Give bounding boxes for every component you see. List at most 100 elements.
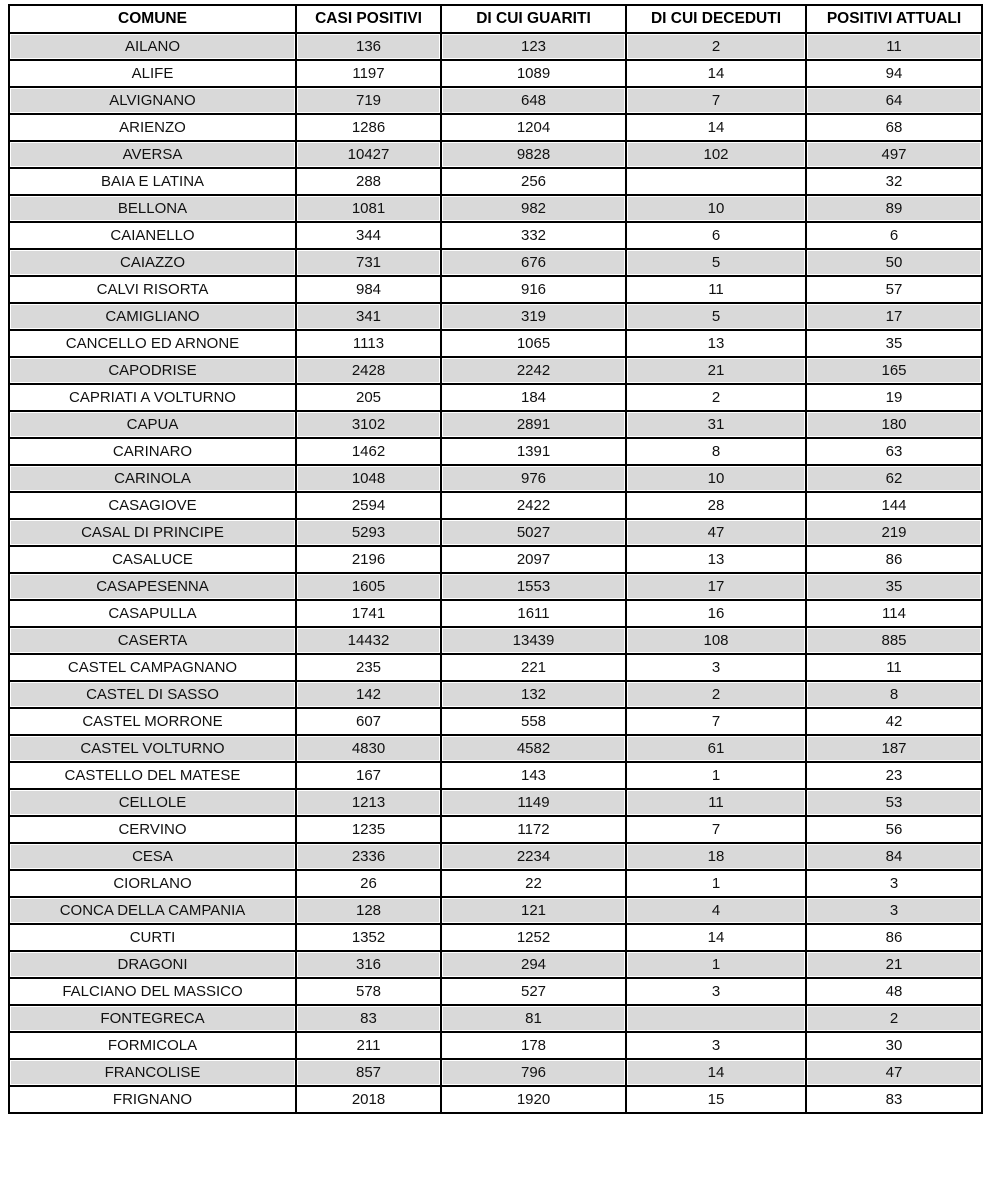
table-row: CANCELLO ED ARNONE 1113 1065 13 35 bbox=[8, 329, 983, 358]
table-row: FRIGNANO 2018 1920 15 83 bbox=[8, 1085, 983, 1114]
cell-comune: CASERTA bbox=[8, 626, 297, 655]
cell-positivi-attuali: 53 bbox=[805, 788, 983, 817]
cell-di-cui-guariti: 976 bbox=[440, 464, 627, 493]
cell-di-cui-deceduti: 3 bbox=[625, 977, 807, 1006]
cell-comune: CASAL DI PRINCIPE bbox=[8, 518, 297, 547]
cell-positivi-attuali: 86 bbox=[805, 923, 983, 952]
cell-di-cui-guariti: 13439 bbox=[440, 626, 627, 655]
cell-casi-positivi: 26 bbox=[295, 869, 442, 898]
table-row: CAIANELLO 344 332 6 6 bbox=[8, 221, 983, 250]
cell-di-cui-guariti: 1553 bbox=[440, 572, 627, 601]
cell-di-cui-guariti: 916 bbox=[440, 275, 627, 304]
cell-positivi-attuali: 8 bbox=[805, 680, 983, 709]
cell-di-cui-deceduti bbox=[625, 1004, 807, 1033]
cell-di-cui-guariti: 332 bbox=[440, 221, 627, 250]
cell-positivi-attuali: 57 bbox=[805, 275, 983, 304]
cell-di-cui-deceduti: 14 bbox=[625, 1058, 807, 1087]
cell-di-cui-guariti: 676 bbox=[440, 248, 627, 277]
table-row: FORMICOLA 211 178 3 30 bbox=[8, 1031, 983, 1060]
cell-di-cui-guariti: 5027 bbox=[440, 518, 627, 547]
cell-positivi-attuali: 86 bbox=[805, 545, 983, 574]
cell-comune: CASAPULLA bbox=[8, 599, 297, 628]
cell-comune: FONTEGRECA bbox=[8, 1004, 297, 1033]
cell-comune: BAIA E LATINA bbox=[8, 167, 297, 196]
cell-comune: FRIGNANO bbox=[8, 1085, 297, 1114]
table-row: CASAPESENNA 1605 1553 17 35 bbox=[8, 572, 983, 601]
cell-di-cui-deceduti: 5 bbox=[625, 302, 807, 331]
cell-comune: CURTI bbox=[8, 923, 297, 952]
cell-di-cui-deceduti: 47 bbox=[625, 518, 807, 547]
cell-di-cui-deceduti: 18 bbox=[625, 842, 807, 871]
cell-casi-positivi: 2336 bbox=[295, 842, 442, 871]
table-row: BELLONA 1081 982 10 89 bbox=[8, 194, 983, 223]
cell-positivi-attuali: 3 bbox=[805, 896, 983, 925]
cell-positivi-attuali: 35 bbox=[805, 572, 983, 601]
cell-positivi-attuali: 30 bbox=[805, 1031, 983, 1060]
table-row: CASALUCE 2196 2097 13 86 bbox=[8, 545, 983, 574]
cell-positivi-attuali: 187 bbox=[805, 734, 983, 763]
cell-casi-positivi: 235 bbox=[295, 653, 442, 682]
table-row: CONCA DELLA CAMPANIA 128 121 4 3 bbox=[8, 896, 983, 925]
cell-comune: CAPODRISE bbox=[8, 356, 297, 385]
cell-di-cui-deceduti: 11 bbox=[625, 788, 807, 817]
table-row: CASAL DI PRINCIPE 5293 5027 47 219 bbox=[8, 518, 983, 547]
cell-comune: FORMICOLA bbox=[8, 1031, 297, 1060]
cell-casi-positivi: 344 bbox=[295, 221, 442, 250]
cell-di-cui-deceduti: 2 bbox=[625, 383, 807, 412]
cell-comune: CAMIGLIANO bbox=[8, 302, 297, 331]
cell-positivi-attuali: 2 bbox=[805, 1004, 983, 1033]
table-row: CAIAZZO 731 676 5 50 bbox=[8, 248, 983, 277]
cell-di-cui-guariti: 2422 bbox=[440, 491, 627, 520]
cell-di-cui-guariti: 2242 bbox=[440, 356, 627, 385]
cell-comune: CASTELLO DEL MATESE bbox=[8, 761, 297, 790]
cell-casi-positivi: 984 bbox=[295, 275, 442, 304]
cell-di-cui-deceduti: 31 bbox=[625, 410, 807, 439]
cell-di-cui-guariti: 1089 bbox=[440, 59, 627, 88]
table-row: ALVIGNANO 719 648 7 64 bbox=[8, 86, 983, 115]
cell-di-cui-deceduti: 13 bbox=[625, 329, 807, 358]
cell-comune: CANCELLO ED ARNONE bbox=[8, 329, 297, 358]
cell-comune: CONCA DELLA CAMPANIA bbox=[8, 896, 297, 925]
cell-casi-positivi: 1048 bbox=[295, 464, 442, 493]
cell-di-cui-deceduti: 14 bbox=[625, 59, 807, 88]
cell-di-cui-guariti: 178 bbox=[440, 1031, 627, 1060]
cell-casi-positivi: 341 bbox=[295, 302, 442, 331]
table-row: CAMIGLIANO 341 319 5 17 bbox=[8, 302, 983, 331]
cell-casi-positivi: 3102 bbox=[295, 410, 442, 439]
cell-casi-positivi: 2018 bbox=[295, 1085, 442, 1114]
cell-positivi-attuali: 63 bbox=[805, 437, 983, 466]
cell-casi-positivi: 1213 bbox=[295, 788, 442, 817]
cell-comune: CALVI RISORTA bbox=[8, 275, 297, 304]
cell-casi-positivi: 136 bbox=[295, 32, 442, 61]
cell-positivi-attuali: 84 bbox=[805, 842, 983, 871]
cell-comune: CASALUCE bbox=[8, 545, 297, 574]
cell-di-cui-deceduti: 21 bbox=[625, 356, 807, 385]
cell-comune: AILANO bbox=[8, 32, 297, 61]
cell-di-cui-deceduti: 3 bbox=[625, 653, 807, 682]
column-header-comune: COMUNE bbox=[8, 4, 297, 34]
cell-di-cui-guariti: 319 bbox=[440, 302, 627, 331]
cell-casi-positivi: 83 bbox=[295, 1004, 442, 1033]
cell-casi-positivi: 1286 bbox=[295, 113, 442, 142]
table-row: CESA 2336 2234 18 84 bbox=[8, 842, 983, 871]
cell-di-cui-deceduti bbox=[625, 167, 807, 196]
cell-di-cui-guariti: 527 bbox=[440, 977, 627, 1006]
cell-di-cui-deceduti: 16 bbox=[625, 599, 807, 628]
cell-comune: CAIAZZO bbox=[8, 248, 297, 277]
cell-positivi-attuali: 21 bbox=[805, 950, 983, 979]
table-row: AILANO 136 123 2 11 bbox=[8, 32, 983, 61]
cell-casi-positivi: 2594 bbox=[295, 491, 442, 520]
cell-di-cui-deceduti: 14 bbox=[625, 113, 807, 142]
cell-casi-positivi: 14432 bbox=[295, 626, 442, 655]
cell-positivi-attuali: 114 bbox=[805, 599, 983, 628]
cell-casi-positivi: 1462 bbox=[295, 437, 442, 466]
cell-positivi-attuali: 11 bbox=[805, 32, 983, 61]
table-row: CASAPULLA 1741 1611 16 114 bbox=[8, 599, 983, 628]
cell-casi-positivi: 607 bbox=[295, 707, 442, 736]
cell-di-cui-deceduti: 11 bbox=[625, 275, 807, 304]
cell-positivi-attuali: 180 bbox=[805, 410, 983, 439]
cell-casi-positivi: 857 bbox=[295, 1058, 442, 1087]
cell-positivi-attuali: 32 bbox=[805, 167, 983, 196]
cell-casi-positivi: 1352 bbox=[295, 923, 442, 952]
cell-comune: ALIFE bbox=[8, 59, 297, 88]
